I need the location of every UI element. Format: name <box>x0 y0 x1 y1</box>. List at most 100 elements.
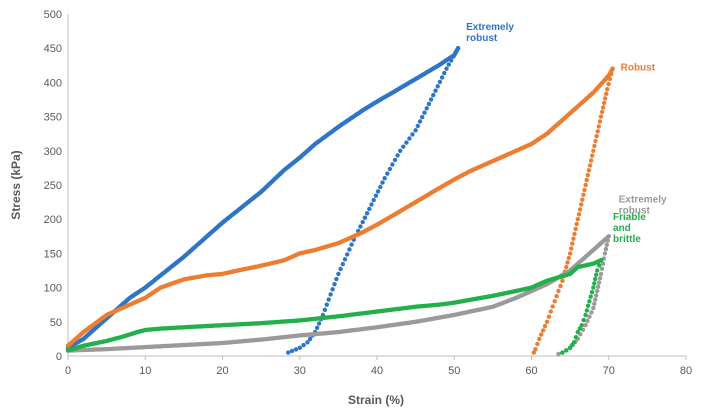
unloading-point <box>556 351 561 357</box>
unloading-point <box>322 307 328 312</box>
unloading-point <box>574 221 579 227</box>
series-label: Robust <box>621 63 656 74</box>
unloading-point <box>592 301 597 306</box>
x-tick-label: 80 <box>680 365 692 377</box>
unloading-point <box>367 206 372 212</box>
series-label-line: Extremely <box>619 194 667 205</box>
x-tick-label: 60 <box>525 365 537 377</box>
unloading-point <box>599 266 605 271</box>
unloading-point <box>347 247 352 252</box>
unloading-point <box>455 46 461 51</box>
unloading-point <box>326 297 331 302</box>
unloading-point <box>598 114 604 119</box>
unloading-point <box>324 302 329 307</box>
unloading-point <box>583 312 588 318</box>
unloading-point <box>407 136 412 141</box>
unloading-point <box>591 148 596 153</box>
series-0 <box>65 46 461 355</box>
unloading-point <box>449 58 454 63</box>
unloading-point <box>595 284 601 289</box>
unloading-point <box>558 283 563 289</box>
unloading-point <box>537 336 542 342</box>
unloading-point <box>570 241 575 246</box>
unloading-point <box>398 148 403 153</box>
unloading-point <box>605 87 610 92</box>
x-axis-title: Strain (%) <box>348 393 404 407</box>
unloading-point <box>544 319 550 324</box>
y-tick-label: 0 <box>56 351 62 363</box>
unloading-point <box>439 75 445 80</box>
unloading-point <box>595 268 600 273</box>
unloading-point <box>560 350 565 355</box>
x-tick-label: 0 <box>65 365 71 377</box>
series-label-line: and <box>613 223 631 234</box>
unloading-point <box>289 348 295 354</box>
unloading-point <box>567 251 573 256</box>
unloading-point <box>604 242 609 247</box>
unloading-point <box>385 171 390 176</box>
unloading-point <box>314 325 320 330</box>
y-axis-ticks: 0 50 100 150 200 250 300 350 400 450 500 <box>44 9 62 363</box>
unloading-point <box>442 70 447 76</box>
unloading-point <box>584 177 589 183</box>
unloading-point <box>369 202 374 207</box>
y-tick-label: 300 <box>44 146 62 158</box>
unloading-point <box>573 335 579 340</box>
unloading-point <box>606 234 611 239</box>
unloading-point <box>305 340 310 345</box>
unloading-point <box>581 317 586 323</box>
unloading-point <box>588 158 594 163</box>
series-label-line: Friable <box>613 212 646 223</box>
unloading-point <box>607 76 613 82</box>
unloading-point <box>593 297 598 302</box>
unloading-point <box>293 347 299 352</box>
unloading-point <box>349 242 354 247</box>
unloading-point <box>585 303 591 308</box>
unloading-point <box>585 173 590 178</box>
unloading-point <box>371 197 376 203</box>
unloading-point <box>345 252 350 257</box>
unloading-point <box>424 106 429 111</box>
unloading-point <box>328 292 333 297</box>
unloading-point <box>602 96 608 101</box>
unloading-point <box>330 287 335 292</box>
unloading-point <box>392 157 398 163</box>
unloading-point <box>604 91 609 97</box>
unloading-point <box>596 280 602 285</box>
unloading-point <box>588 294 593 299</box>
unloading-point <box>451 54 456 59</box>
unloading-point <box>582 187 587 193</box>
unloading-point <box>360 219 365 225</box>
unloading-point <box>446 62 451 67</box>
unloading-point <box>587 299 592 304</box>
unloading-point <box>404 140 409 145</box>
series-label-line: robust <box>466 33 498 44</box>
unloading-point <box>577 326 582 331</box>
unloading-point <box>603 246 609 252</box>
unloading-point <box>417 119 423 124</box>
unloading-point <box>401 144 406 149</box>
x-tick-label: 30 <box>294 365 306 377</box>
unloading-point <box>540 328 546 333</box>
unloading-point <box>583 182 588 188</box>
unloading-point <box>542 323 548 329</box>
unloading-point <box>598 258 604 263</box>
series-label-line: Extremely <box>466 22 514 33</box>
series-label: Extremely robust <box>619 194 667 216</box>
unloading-point <box>602 251 608 256</box>
unloading-point <box>580 197 585 202</box>
unloading-point <box>415 123 420 129</box>
unloading-point <box>307 336 313 342</box>
unloading-point <box>426 101 432 107</box>
unloading-point <box>453 50 458 55</box>
unloading-point <box>362 215 368 220</box>
y-tick-label: 50 <box>50 317 62 329</box>
unloading-point <box>435 84 440 89</box>
x-tick-label: 10 <box>139 365 151 377</box>
unloading-point <box>546 314 552 319</box>
unloading-point <box>286 350 291 355</box>
series-label-line: Robust <box>621 63 656 74</box>
unloading-point <box>338 266 343 272</box>
unloading-point <box>606 81 611 87</box>
